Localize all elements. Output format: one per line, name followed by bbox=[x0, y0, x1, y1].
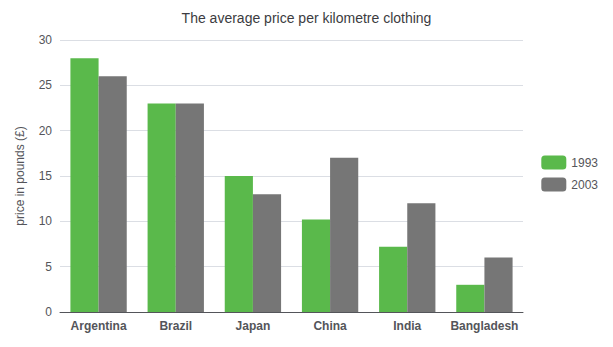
svg-text:The average price per kilometr: The average price per kilometre clothing bbox=[182, 10, 432, 26]
svg-text:1993: 1993 bbox=[571, 156, 598, 170]
svg-text:Argentina: Argentina bbox=[71, 319, 127, 333]
svg-text:Brazil: Brazil bbox=[159, 319, 192, 333]
svg-text:0: 0 bbox=[45, 305, 52, 319]
svg-text:5: 5 bbox=[45, 260, 52, 274]
svg-text:15: 15 bbox=[39, 169, 53, 183]
svg-text:2003: 2003 bbox=[571, 178, 598, 192]
svg-text:price in pounds (£): price in pounds (£) bbox=[13, 126, 27, 225]
svg-text:China: China bbox=[313, 319, 347, 333]
svg-text:India: India bbox=[393, 319, 421, 333]
svg-text:30: 30 bbox=[39, 33, 53, 47]
svg-text:Bangladesh: Bangladesh bbox=[450, 319, 518, 333]
svg-text:Japan: Japan bbox=[236, 319, 271, 333]
svg-text:20: 20 bbox=[39, 124, 53, 138]
svg-text:25: 25 bbox=[39, 78, 53, 92]
svg-text:10: 10 bbox=[39, 214, 53, 228]
